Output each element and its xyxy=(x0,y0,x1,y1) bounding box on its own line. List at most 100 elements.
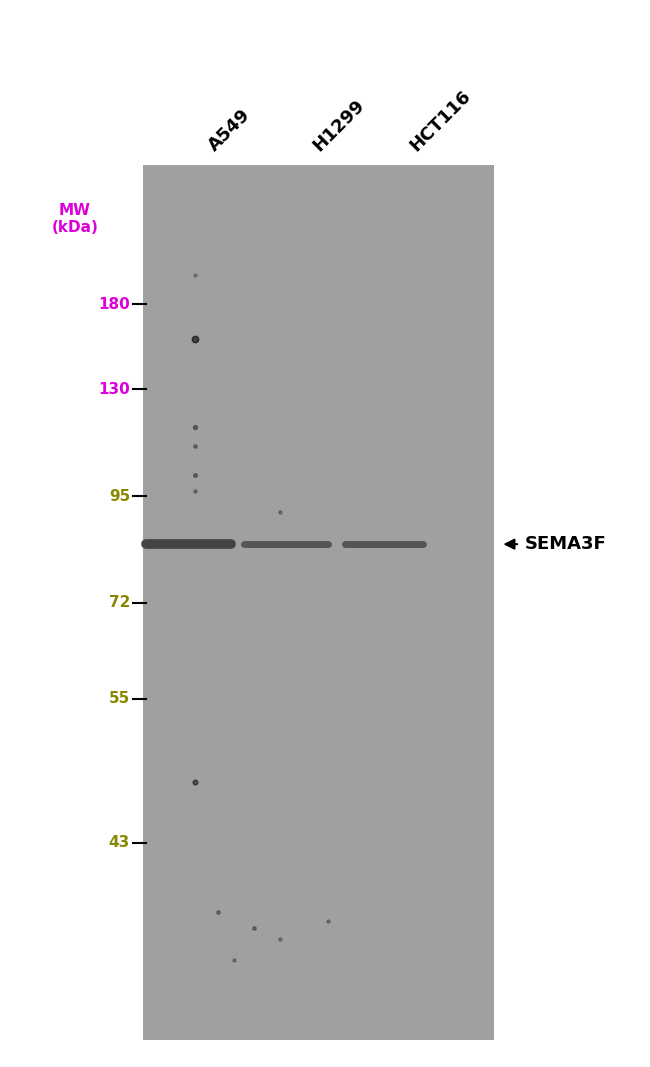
Point xyxy=(187,748,197,765)
Point xyxy=(214,774,225,791)
Point xyxy=(248,169,259,186)
Point xyxy=(470,731,480,748)
Point xyxy=(437,296,447,313)
Point xyxy=(180,346,190,363)
Point xyxy=(343,371,353,388)
Point xyxy=(427,780,437,797)
Point xyxy=(254,657,264,674)
Point xyxy=(468,894,478,911)
Point xyxy=(285,926,296,943)
Point xyxy=(300,638,310,655)
Point xyxy=(222,442,233,459)
Point xyxy=(469,671,479,688)
Point xyxy=(275,1008,285,1025)
Point xyxy=(265,584,275,601)
Point xyxy=(460,302,471,319)
Point xyxy=(293,262,304,280)
Point xyxy=(409,532,419,550)
Point xyxy=(328,842,339,859)
Point xyxy=(359,223,370,240)
Point xyxy=(183,728,194,745)
Point xyxy=(454,261,465,278)
Point xyxy=(295,738,306,755)
Point xyxy=(196,211,207,228)
Point xyxy=(419,1024,429,1041)
Point xyxy=(400,723,411,740)
Point xyxy=(150,589,160,606)
Point xyxy=(356,574,366,591)
Point xyxy=(198,480,208,497)
Point xyxy=(159,856,169,873)
Point xyxy=(261,163,272,180)
Point xyxy=(266,324,277,341)
Point xyxy=(230,386,240,403)
Point xyxy=(294,809,305,826)
Point xyxy=(395,445,405,462)
Point xyxy=(287,644,298,662)
Point xyxy=(418,962,428,980)
Point xyxy=(203,818,214,835)
Point xyxy=(205,881,216,898)
Point xyxy=(464,468,474,485)
Point xyxy=(380,945,390,962)
Point xyxy=(203,975,213,992)
Point xyxy=(214,701,224,718)
Point xyxy=(237,209,248,226)
Point xyxy=(320,464,331,481)
Point xyxy=(270,571,281,588)
Point xyxy=(163,563,174,580)
Point xyxy=(278,371,289,388)
Point xyxy=(380,985,390,1002)
Point xyxy=(159,172,169,189)
Point xyxy=(322,548,333,566)
Point xyxy=(417,409,427,426)
Point xyxy=(393,166,404,184)
Point xyxy=(311,800,322,817)
Point xyxy=(443,425,454,442)
Point xyxy=(268,1007,278,1024)
Point xyxy=(205,251,216,268)
Point xyxy=(403,510,413,527)
Point xyxy=(208,811,218,828)
Point xyxy=(177,712,188,729)
Point xyxy=(428,633,438,650)
Point xyxy=(322,633,333,650)
Point xyxy=(443,535,454,552)
Point xyxy=(302,703,313,720)
Point xyxy=(183,162,193,179)
Point xyxy=(346,610,357,627)
Point xyxy=(368,284,378,301)
Point xyxy=(176,250,187,267)
Point xyxy=(385,1026,396,1044)
Point xyxy=(432,904,442,921)
Point xyxy=(347,896,358,913)
Point xyxy=(305,859,315,876)
Point xyxy=(448,474,458,491)
Point xyxy=(189,219,200,236)
Point xyxy=(391,934,402,951)
Point xyxy=(196,971,206,988)
Point xyxy=(360,749,370,766)
Point xyxy=(344,593,355,610)
Point xyxy=(319,238,330,255)
Point xyxy=(166,275,177,292)
Point xyxy=(378,207,389,224)
Point xyxy=(172,182,182,200)
Point xyxy=(329,401,339,418)
Point xyxy=(177,927,188,944)
Point xyxy=(282,400,293,417)
Point xyxy=(419,258,429,275)
Point xyxy=(261,966,272,983)
Point xyxy=(233,163,244,180)
Point xyxy=(394,875,404,892)
Point xyxy=(376,905,387,922)
Point xyxy=(194,609,205,626)
Point xyxy=(478,556,488,573)
Point xyxy=(351,559,361,576)
Point xyxy=(421,452,432,469)
Point xyxy=(263,630,274,647)
Point xyxy=(359,430,369,447)
Point xyxy=(441,675,452,692)
Point xyxy=(223,426,233,443)
Point xyxy=(202,956,213,973)
